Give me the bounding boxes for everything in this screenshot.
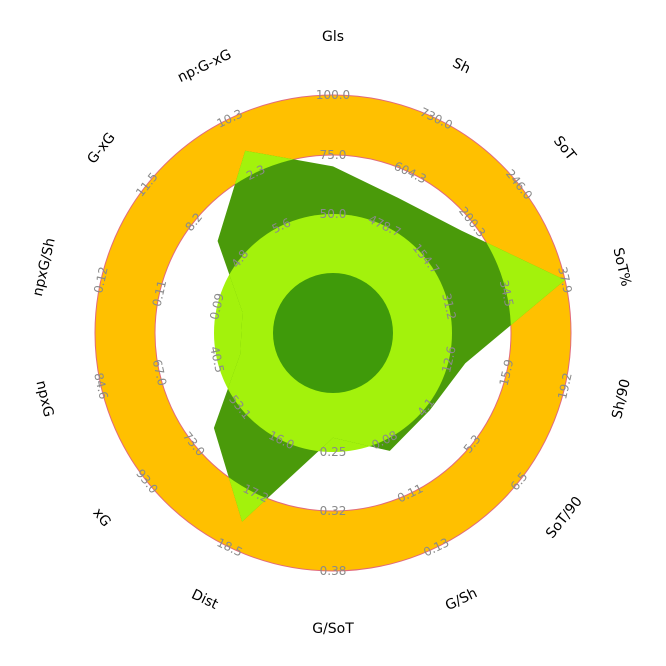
param-label: SoT/90 [543, 494, 586, 542]
center-disc-group [273, 273, 393, 393]
range-label: 50.0 [320, 207, 347, 221]
param-label: npxG/Sh [30, 236, 59, 297]
param-label: Gls [322, 29, 344, 45]
range-label: 75.0 [320, 148, 347, 162]
range-label: 100.0 [316, 88, 350, 102]
param-label: Sh [450, 55, 473, 77]
range-label: 0.38 [320, 564, 347, 578]
param-label: G/Sh [443, 585, 480, 614]
center-disc [273, 273, 393, 393]
param-label: G-xG [84, 130, 118, 167]
param-label: SoT [550, 133, 579, 164]
param-label: SoT% [609, 246, 633, 288]
param-label: xG [89, 505, 113, 530]
param-label: np:G-xG [175, 47, 234, 86]
param-label: npxG [32, 379, 56, 419]
param-label: Sh/90 [609, 377, 634, 420]
range-label: 0.25 [320, 445, 347, 459]
param-label: G/SoT [312, 621, 354, 637]
param-label: Dist [189, 587, 221, 614]
range-label: 0.32 [320, 504, 347, 518]
